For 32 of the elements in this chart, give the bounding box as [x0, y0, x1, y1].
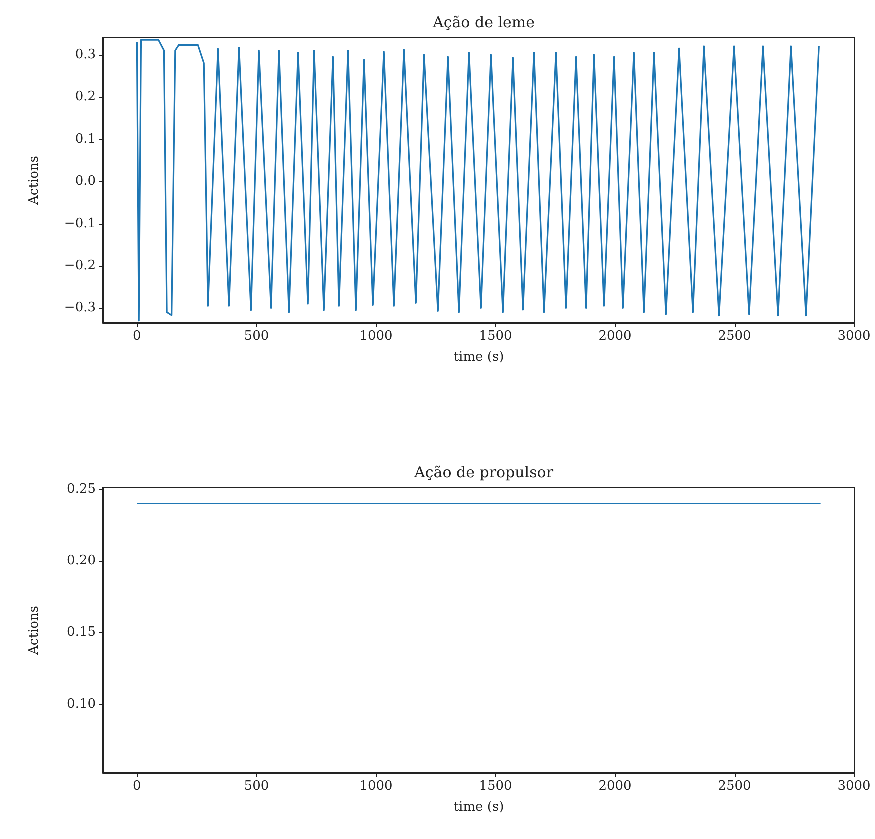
x-tick-label: 0 [133, 779, 142, 794]
x-tick-label: 1000 [360, 779, 393, 794]
y-tick-label: 0.25 [67, 482, 96, 497]
x-tick-label: 3000 [838, 779, 871, 794]
x-tick-label: 2500 [718, 779, 752, 794]
x-tick-label: 2500 [718, 329, 752, 344]
y-tick-label: 0.15 [67, 625, 96, 640]
x-tick-label: 1500 [479, 329, 512, 344]
y-tick-label: 0.1 [75, 132, 96, 147]
x-tick-label: 0 [133, 329, 142, 344]
chart-title: Ação de leme [432, 14, 536, 32]
y-tick-label: 0.10 [67, 696, 96, 712]
x-tick-label: 1500 [479, 779, 512, 794]
x-tick-label: 2000 [598, 329, 632, 344]
y-axis-title: Actions [27, 606, 42, 656]
y-tick-label: 0.3 [75, 47, 96, 62]
y-tick-label: 0.2 [75, 90, 96, 105]
y-tick-label: 0.0 [75, 174, 96, 190]
y-tick-label: −0.3 [64, 300, 96, 316]
x-tick-label: 3000 [838, 329, 871, 344]
x-tick-label: 2000 [598, 779, 632, 794]
y-tick-label: −0.2 [64, 258, 96, 274]
x-axis-title: time (s) [454, 800, 504, 815]
y-tick-label: 0.20 [67, 554, 96, 569]
x-tick-label: 1000 [360, 329, 393, 344]
y-tick-label: −0.1 [64, 216, 96, 232]
x-axis-title: time (s) [454, 350, 504, 365]
line-series [136, 39, 820, 322]
chart-title: Ação de propulsor [414, 464, 554, 482]
x-tick-label: 500 [244, 779, 270, 794]
x-tick-label: 500 [244, 329, 270, 344]
y-axis-title: Actions [27, 156, 42, 206]
